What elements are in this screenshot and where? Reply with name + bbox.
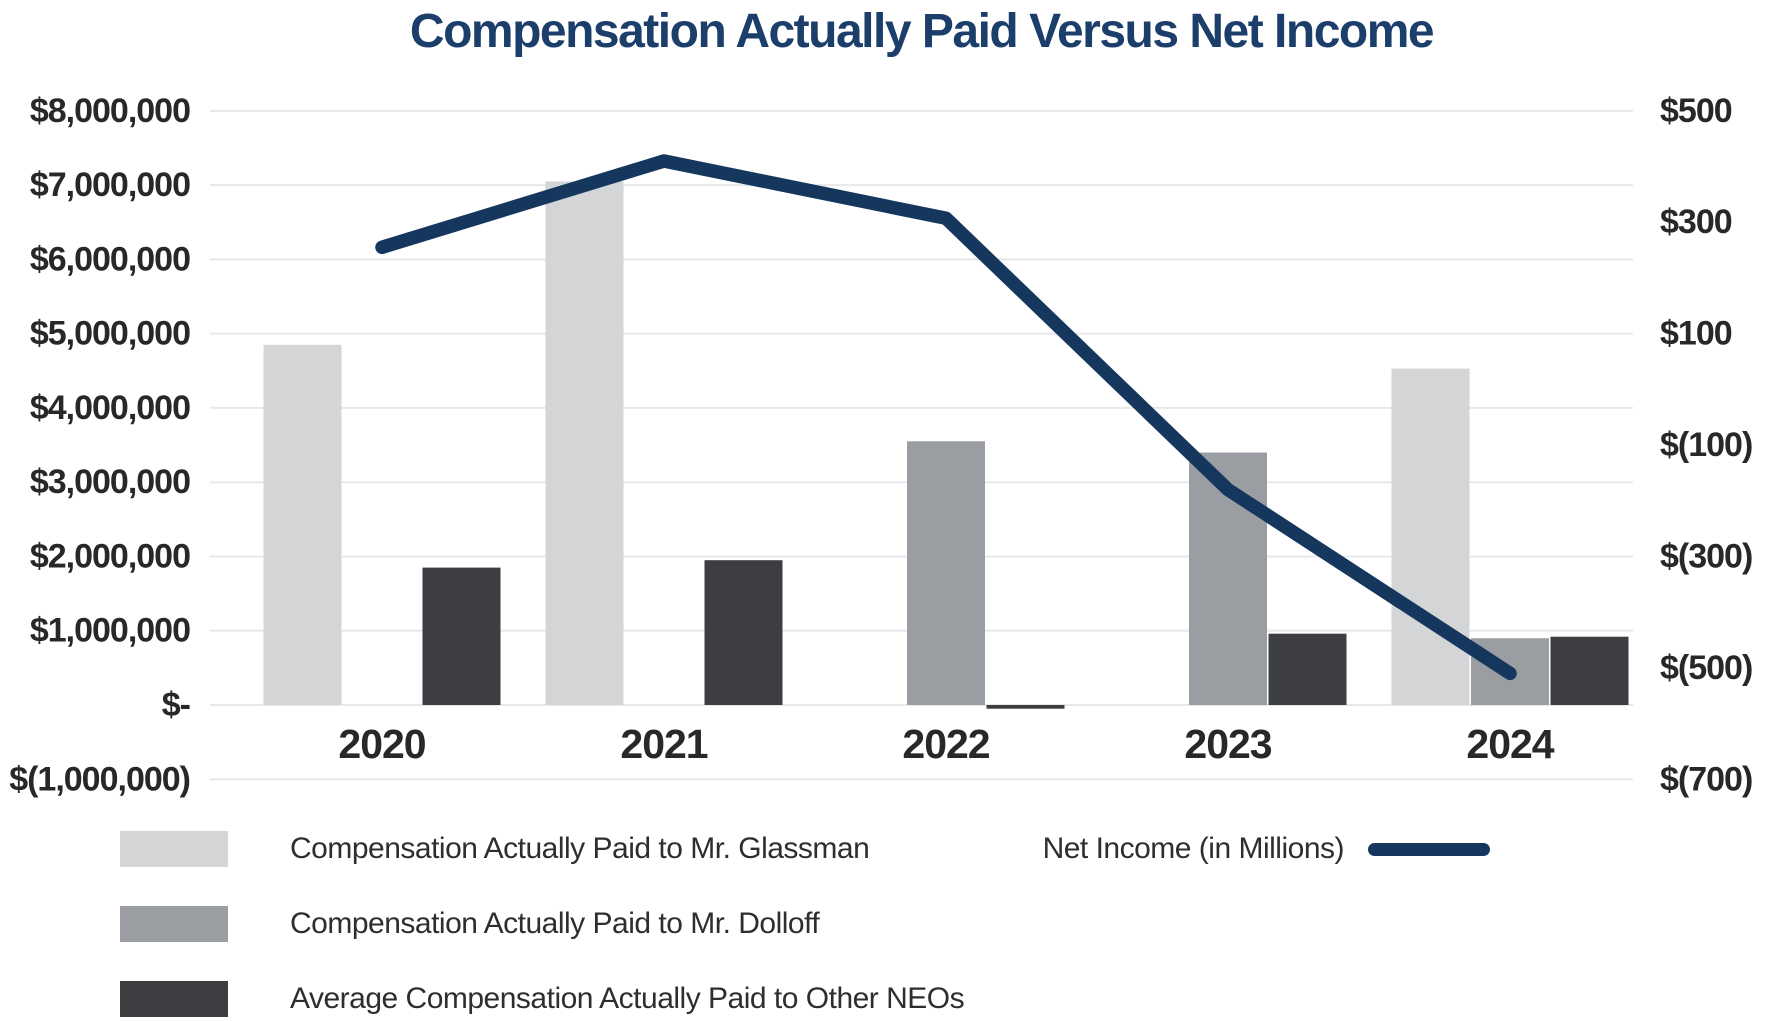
left-axis-tick: $1,000,000: [30, 612, 190, 650]
x-axis-label: 2021: [620, 721, 707, 767]
net-income-line: [375, 154, 1517, 681]
other-neos-series-swatch: [120, 981, 228, 1017]
x-axis-label: 2023: [1184, 721, 1271, 767]
plot-area: $8,000,000 $7,000,000 $6,000,000 $5,000,000…: [9, 92, 1753, 798]
left-axis-tick: $6,000,000: [30, 240, 190, 278]
bar-glassman-2021: [545, 181, 624, 705]
bar-glassman-2020: [263, 344, 342, 705]
left-axis-tick: $(1,000,000): [9, 760, 190, 798]
x-axis-label: 2024: [1466, 721, 1554, 767]
bar-other-neos-2022: [986, 705, 1065, 709]
bar-glassman-2024: [1391, 368, 1470, 705]
legend-item-other-neos: Average Compensation Actually Paid to Ot…: [120, 980, 965, 1018]
legend-label-other-neos: Average Compensation Actually Paid to Ot…: [290, 982, 965, 1015]
right-axis-tick: $(300): [1660, 537, 1752, 575]
chart-title: Compensation Actually Paid Versus Net In…: [409, 5, 1435, 58]
right-axis-tick: $300: [1660, 203, 1732, 241]
bar-other-neos-2024: [1550, 636, 1629, 705]
legend-label-glassman: Compensation Actually Paid to Mr. Glassm…: [290, 832, 870, 865]
dolloff-series-swatch: [120, 906, 228, 942]
left-axis-tick: $2,000,000: [30, 537, 190, 575]
bar-other-neos-2021: [704, 560, 783, 705]
right-axis-tick: $(700): [1660, 760, 1752, 798]
left-axis-tick: $7,000,000: [30, 166, 190, 204]
right-axis-tick: $(100): [1660, 426, 1752, 464]
right-axis-tick: $100: [1660, 315, 1732, 353]
x-axis-label: 2022: [902, 721, 989, 767]
left-axis-tick: $8,000,000: [30, 92, 190, 130]
bar-other-neos-2023: [1268, 633, 1347, 705]
x-axis-label: 2020: [338, 721, 425, 767]
glassman-series-swatch: [120, 831, 228, 867]
net-income-line-swatch: [1368, 842, 1490, 856]
right-axis-tick: $500: [1660, 92, 1732, 130]
bar-dolloff-2022: [907, 441, 985, 705]
right-axis-tick: $(500): [1660, 649, 1752, 687]
bar-other-neos-2020: [422, 567, 501, 705]
left-axis-tick: $4,000,000: [30, 389, 190, 427]
legend-label-dolloff: Compensation Actually Paid to Mr. Dollof…: [290, 907, 820, 940]
left-axis-tick: $3,000,000: [30, 463, 190, 501]
legend-label-net-income: Net Income (in Millions): [1042, 832, 1345, 865]
legend-item-net-income: Net Income (in Millions): [900, 830, 1490, 868]
left-axis-tick: $-: [162, 686, 190, 724]
legend-item-glassman: Compensation Actually Paid to Mr. Glassm…: [120, 830, 870, 868]
left-axis-tick: $5,000,000: [30, 315, 190, 353]
legend-item-dolloff: Compensation Actually Paid to Mr. Dollof…: [120, 905, 820, 943]
